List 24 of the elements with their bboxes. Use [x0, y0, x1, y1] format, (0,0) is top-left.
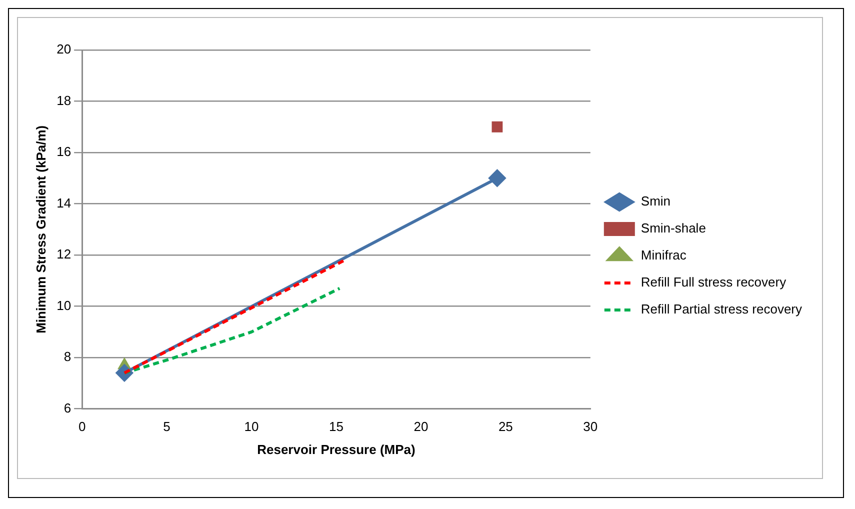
x-tick-label: 0 [78, 419, 86, 434]
x-tick-label: 25 [498, 419, 513, 434]
y-tick-label: 18 [56, 92, 72, 108]
x-axis-title: Reservoir Pressure (MPa) [257, 442, 416, 457]
legend-label: Minifrac [640, 248, 687, 263]
x-tick-label: 15 [328, 419, 344, 434]
y-tick-label: 16 [56, 144, 72, 160]
legend-label: Smin [640, 194, 671, 209]
y-tick-label: 14 [56, 195, 72, 210]
y-axis-title: Minimum Stress Gradient (kPa/m) [33, 125, 48, 334]
y-tick-label: 20 [56, 42, 72, 57]
y-tick-label: 10 [56, 298, 72, 313]
legend-label: Refill Full stress recovery [640, 274, 787, 290]
x-tick-label: 30 [583, 419, 598, 434]
x-tick-label: 20 [414, 419, 428, 434]
legend-label: Refill Partial stress recovery [640, 302, 802, 317]
x-tick-label: 10 [244, 419, 259, 434]
point [488, 170, 506, 187]
point [492, 121, 503, 132]
y-tick-label: 12 [56, 246, 72, 262]
x-tick-label: 5 [163, 419, 170, 434]
y-tick-label: 6 [64, 400, 72, 416]
y-tick-label: 8 [64, 349, 72, 364]
legend-label: Smin-shale [640, 220, 706, 236]
